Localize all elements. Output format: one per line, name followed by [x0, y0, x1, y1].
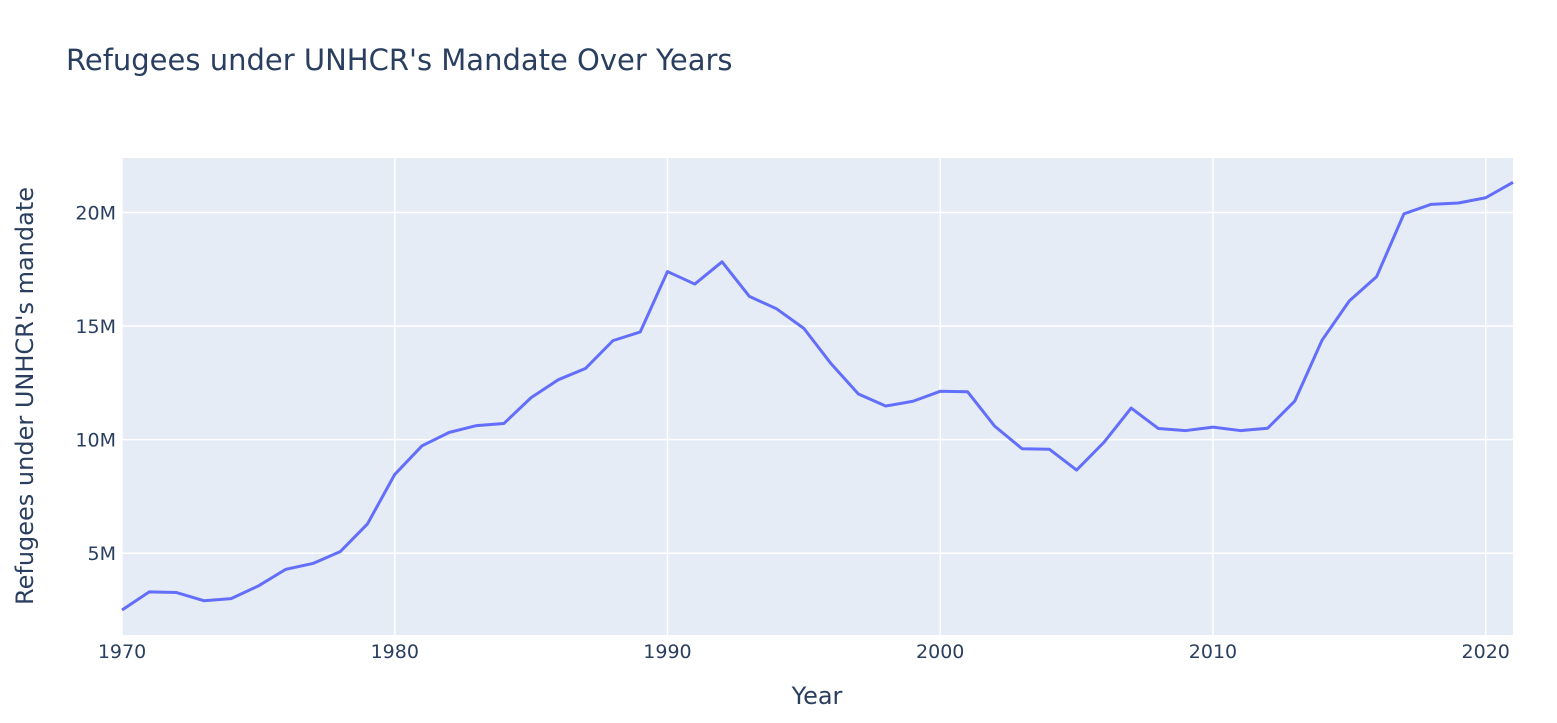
x-tick-label: 2000: [916, 641, 964, 663]
grid-lines: [121, 158, 1513, 635]
y-tick-label: 20M: [75, 203, 116, 225]
x-tick-label: 1980: [371, 641, 419, 663]
y-axis-ticks: 5M 10M 15M 20M: [75, 203, 116, 566]
x-axis-ticks: 1970 1980 1990 2000 2010 2020: [98, 641, 1510, 663]
y-tick-label: 5M: [88, 543, 116, 565]
y-tick-label: 10M: [75, 430, 116, 452]
x-tick-label: 2010: [1189, 641, 1237, 663]
chart-title: Refugees under UNHCR's Mandate Over Year…: [66, 43, 733, 77]
x-axis-title: Year: [791, 682, 843, 710]
x-tick-label: 1990: [643, 641, 691, 663]
x-tick-label: 2020: [1462, 641, 1510, 663]
y-tick-label: 15M: [75, 316, 116, 338]
x-tick-label: 1970: [98, 641, 146, 663]
plot-area: [122, 158, 1513, 635]
y-axis-title: Refugees under UNHCR's mandate: [11, 187, 39, 605]
series-line-refugees: [121, 180, 1514, 612]
